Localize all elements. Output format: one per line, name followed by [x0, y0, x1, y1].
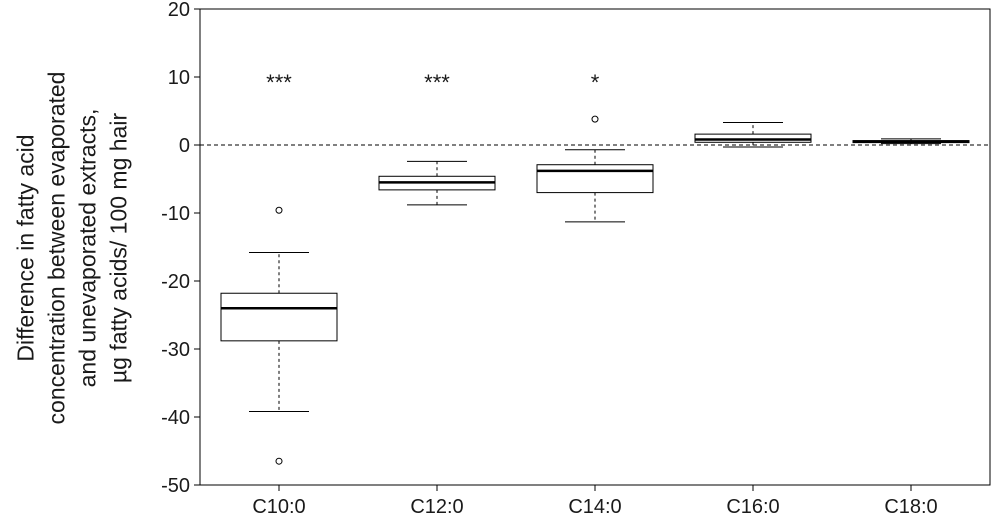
- x-axis: C10:0 C12:0 C14:0 C16:0 C18:0: [252, 485, 938, 518]
- x-tick-label: C14:0: [568, 496, 621, 518]
- significance-label: ***: [266, 70, 292, 95]
- iqr-box: [220, 292, 338, 342]
- x-tick-label: C18:0: [884, 496, 937, 518]
- box-group-C18-0: [852, 138, 970, 145]
- box-group-C16-0: [694, 122, 812, 148]
- y-tick-label: -30: [161, 339, 190, 361]
- y-tick-label: 20: [168, 0, 190, 21]
- box-group-C10-0: [220, 206, 338, 465]
- significance-label: *: [591, 70, 600, 95]
- outlier-point: [275, 206, 283, 214]
- x-tick-label: C10:0: [252, 496, 305, 518]
- iqr-box: [694, 133, 812, 143]
- y-tick-label: 0: [179, 135, 190, 157]
- iqr-box: [536, 164, 654, 194]
- y-axis-title: Difference in fatty acid concentration be…: [13, 72, 132, 425]
- y-tick-label: -40: [161, 407, 190, 429]
- y-tick-label: -20: [161, 271, 190, 293]
- y-tick-label: -50: [161, 475, 190, 497]
- box-series: [220, 115, 970, 465]
- x-tick-label: C12:0: [410, 496, 463, 518]
- y-axis-title-line: and unevaporated extracts,: [75, 109, 101, 388]
- y-tick-label: -10: [161, 203, 190, 225]
- significance-label: ***: [424, 70, 450, 95]
- box-group-C14-0: [536, 115, 654, 223]
- y-axis-label: Difference in fatty acid concentration be…: [13, 72, 132, 425]
- y-axis-title-line: Difference in fatty acid: [13, 134, 39, 361]
- y-axis-title-line: µg fatty acids/ 100 mg hair: [106, 113, 132, 384]
- y-tick-label: 10: [168, 67, 190, 89]
- significance-markers: *** *** *: [266, 70, 600, 95]
- x-tick-label: C16:0: [726, 496, 779, 518]
- outlier-point: [275, 457, 283, 465]
- outlier-point: [591, 115, 599, 123]
- box-group-C12-0: [378, 160, 496, 206]
- y-axis: 20 10 0 -10 -20 -30 -40 -50: [161, 0, 200, 497]
- y-axis-title-line: concentration between evaporated: [44, 72, 70, 425]
